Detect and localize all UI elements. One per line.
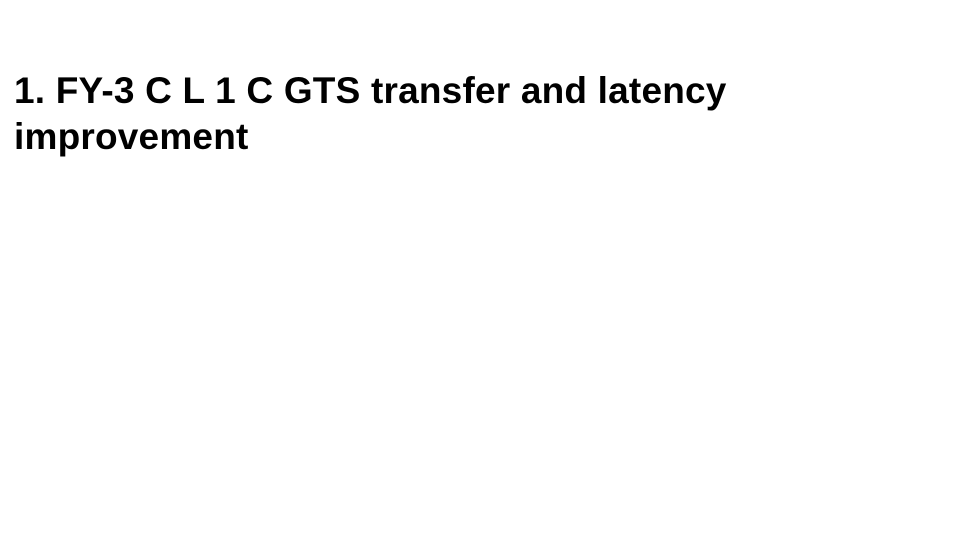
slide-heading: 1. FY-3 C L 1 C GTS transfer and latency…: [14, 68, 960, 161]
